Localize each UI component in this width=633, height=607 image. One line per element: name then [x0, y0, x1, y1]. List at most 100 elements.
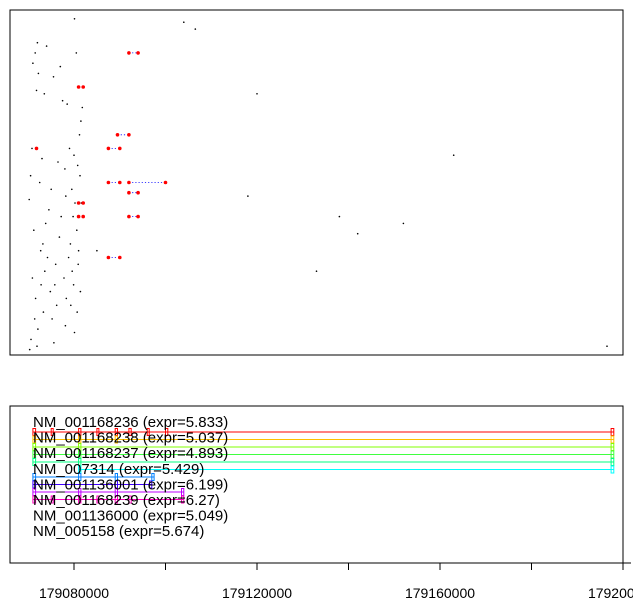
- transcript-models: [32, 428, 615, 504]
- pair-point: [163, 180, 168, 185]
- read-point: [28, 348, 31, 351]
- read-point: [402, 222, 405, 225]
- read-point: [77, 263, 79, 266]
- read-point: [34, 52, 36, 54]
- read-point: [31, 147, 33, 150]
- transcript-label: NM_001168237 (expr=4.893): [33, 445, 228, 462]
- read-point: [96, 249, 98, 252]
- read-point: [77, 249, 80, 252]
- read-point: [43, 93, 46, 95]
- read-point: [75, 52, 78, 54]
- read-point: [76, 229, 78, 231]
- read-point: [72, 215, 74, 218]
- read-point: [68, 147, 71, 150]
- read-point: [53, 342, 55, 344]
- read-point: [51, 318, 53, 320]
- read-point: [40, 284, 42, 286]
- pair-point: [76, 214, 81, 219]
- read-point: [356, 232, 359, 235]
- read-point: [59, 65, 62, 68]
- pair-point: [106, 255, 111, 260]
- pair-point: [106, 180, 111, 185]
- read-point: [30, 338, 32, 341]
- read-point: [338, 215, 341, 218]
- exon: [114, 435, 118, 444]
- pair-point: [127, 133, 131, 137]
- read-point: [50, 188, 52, 191]
- read-point: [37, 72, 40, 75]
- read-point: [58, 236, 61, 238]
- exon: [151, 473, 155, 481]
- read-point: [35, 89, 38, 92]
- read-point: [64, 324, 67, 327]
- read-point: [31, 277, 34, 279]
- exon: [32, 458, 37, 466]
- read-point: [256, 93, 258, 95]
- exon: [78, 495, 82, 504]
- read-point: [76, 311, 78, 313]
- pair-point: [81, 201, 85, 205]
- pair-point: [81, 85, 85, 89]
- read-point: [42, 311, 45, 313]
- exon: [128, 495, 132, 504]
- read-point: [55, 304, 58, 307]
- pair-point: [118, 146, 122, 151]
- read-point: [42, 243, 44, 245]
- pair-point: [136, 190, 140, 195]
- exon: [78, 473, 82, 481]
- exon: [165, 428, 169, 436]
- read-point: [61, 99, 64, 102]
- read-point: [45, 45, 48, 47]
- read-point: [46, 256, 49, 259]
- read-point: [78, 134, 81, 136]
- transcript-label: NM_001168238 (expr=5.037): [33, 430, 228, 447]
- pair-point: [127, 180, 131, 185]
- pair-point: [81, 214, 85, 219]
- read-point: [28, 198, 31, 201]
- pair-point: [136, 214, 140, 219]
- read-point: [73, 154, 75, 156]
- read-points: [28, 18, 608, 351]
- x-tick-label: 179200000: [588, 585, 633, 601]
- pair-point: [127, 51, 131, 55]
- read-point: [37, 328, 39, 330]
- read-point: [34, 297, 37, 300]
- read-point: [80, 120, 82, 122]
- read-point: [65, 195, 67, 197]
- read-point: [52, 76, 55, 78]
- read-point: [63, 277, 65, 279]
- read-point: [49, 290, 52, 293]
- read-point: [73, 18, 76, 20]
- read-point: [74, 202, 76, 204]
- read-point: [70, 304, 72, 307]
- read-point: [41, 157, 43, 160]
- pair-point: [76, 85, 81, 89]
- pair-links: [78, 52, 166, 258]
- top-plot-frame: [9, 9, 624, 356]
- read-point: [67, 256, 70, 259]
- exon: [181, 495, 185, 504]
- transcript-label: NM_001136001 (expr=6.199): [33, 476, 228, 493]
- x-tick-label: 179080000: [39, 585, 109, 601]
- read-point: [66, 103, 68, 105]
- read-point: [315, 270, 318, 273]
- x-axis: 179080000 179120000 179160000 179200000: [39, 562, 633, 601]
- exon: [96, 428, 100, 436]
- read-point: [79, 174, 81, 177]
- read-point: [29, 174, 32, 177]
- transcript-label: NM_007314 (expr=5.429): [33, 461, 204, 478]
- x-tick-label: 179160000: [405, 585, 475, 601]
- pair-point: [118, 180, 122, 185]
- read-point: [247, 195, 249, 197]
- read-point: [57, 161, 59, 163]
- read-point: [79, 290, 82, 293]
- exon: [114, 495, 118, 504]
- transcript-labels: NM_001168236 (expr=5.833)NM_001168238 (e…: [33, 414, 228, 540]
- read-point: [44, 270, 46, 273]
- exon: [149, 480, 153, 489]
- read-point: [38, 181, 41, 184]
- exon: [128, 428, 132, 436]
- pair-points: [34, 51, 168, 260]
- exon: [610, 465, 615, 474]
